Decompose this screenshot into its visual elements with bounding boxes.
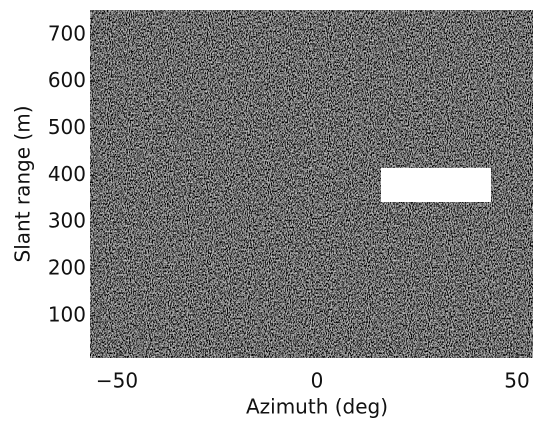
x-tick-label: 50	[504, 369, 529, 393]
y-tick-label: 600	[48, 68, 86, 92]
x-tick-label: −50	[96, 369, 138, 393]
x-axis-label: Azimuth (deg)	[246, 395, 388, 419]
target-region	[381, 167, 491, 203]
x-tick-label: 0	[311, 369, 324, 393]
y-tick-label: 200	[48, 256, 86, 280]
y-tick-label: 400	[48, 162, 86, 186]
y-axis-label: Slant range (m)	[11, 106, 35, 263]
y-tick-label: 100	[48, 302, 86, 326]
y-tick-label: 700	[48, 21, 86, 45]
y-tick-label: 500	[48, 115, 86, 139]
y-tick-label: 300	[48, 209, 86, 233]
